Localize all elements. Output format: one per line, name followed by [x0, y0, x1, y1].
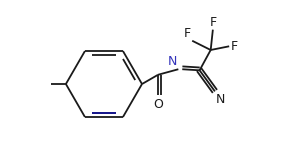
Text: F: F — [230, 40, 237, 53]
Text: N: N — [216, 93, 225, 106]
Text: F: F — [184, 27, 191, 40]
Text: F: F — [209, 16, 216, 29]
Text: O: O — [153, 98, 163, 111]
Text: N: N — [168, 55, 177, 68]
